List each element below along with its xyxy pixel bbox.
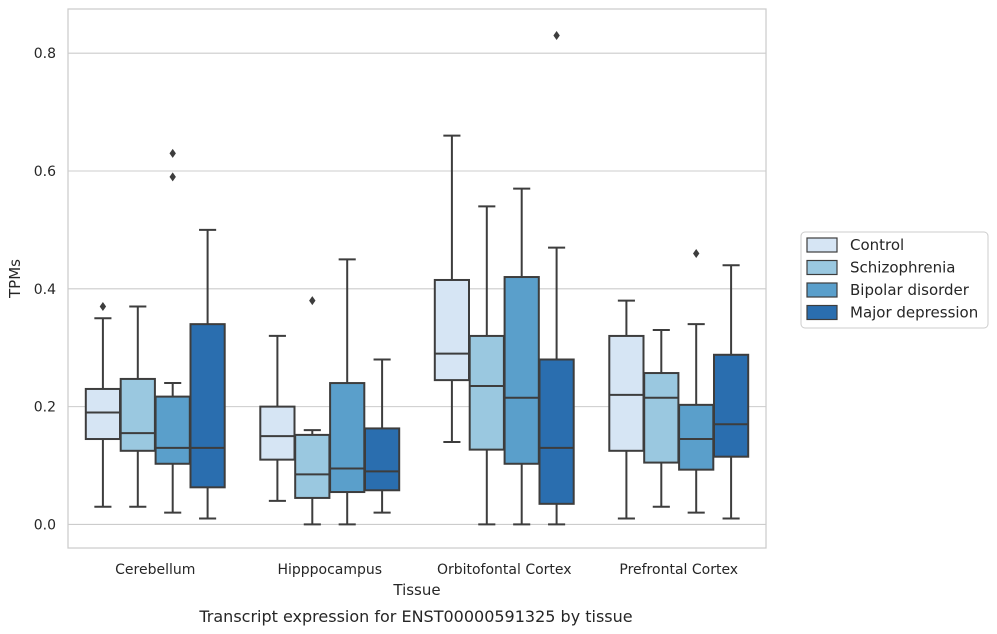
iqr-box	[189, 323, 226, 489]
legend-label: Bipolar disorder	[850, 281, 970, 299]
iqr-box	[329, 382, 366, 494]
iqr-box	[433, 278, 471, 382]
legend-swatch	[806, 237, 838, 253]
legend-swatch	[806, 304, 838, 321]
y-tick-label: 0.8	[34, 46, 56, 62]
x-tick-label: Prefrontal Cortex	[619, 562, 738, 578]
box-2-3	[538, 31, 575, 526]
legend-label: Control	[850, 236, 904, 254]
box-0-3	[189, 228, 226, 520]
box-2-2	[503, 187, 540, 526]
box-1-2	[329, 258, 366, 526]
iqr-box	[538, 358, 575, 505]
y-tick-label: 0.2	[34, 400, 56, 416]
box-2-0	[433, 134, 471, 443]
legend: Control Schizophrenia Bipolar disorder Majo…	[800, 231, 989, 329]
legend-swatch	[806, 282, 838, 298]
box-3-0	[608, 299, 645, 520]
chart-caption: Transcript expression for ENST0000059132…	[198, 607, 632, 626]
legend-frame	[800, 231, 989, 329]
iqr-box	[678, 403, 715, 471]
plot-frame	[67, 8, 767, 549]
outlier-point	[169, 148, 176, 158]
outlier-point	[553, 31, 560, 41]
legend-label: Major depression	[850, 304, 978, 322]
box-2-1	[468, 205, 505, 526]
legend-swatch	[806, 259, 838, 276]
y-tick-label: 0.0	[34, 517, 56, 533]
y-axis-title: TPMs	[6, 259, 24, 299]
iqr-box	[643, 372, 680, 464]
iqr-box	[363, 427, 401, 492]
iqr-box	[503, 276, 540, 465]
outlier-point	[309, 296, 316, 306]
x-tick-labels: Cerebellum Hipppocampus Orbitofontal Corte…	[115, 562, 738, 578]
box-series	[84, 31, 750, 526]
x-tick-label: Cerebellum	[115, 562, 195, 578]
y-tick-label: 0.6	[34, 164, 56, 180]
iqr-box	[608, 334, 645, 452]
x-tick-label: Hipppocampus	[277, 562, 382, 578]
iqr-box	[259, 405, 296, 461]
y-tick-label: 0.4	[34, 282, 56, 298]
box-3-2	[678, 248, 715, 514]
outlier-point	[99, 301, 107, 311]
y-tick-labels: 0.0 0.2 0.4 0.6 0.8	[34, 46, 56, 533]
x-tick-label: Orbitofontal Cortex	[437, 562, 572, 578]
box-0-1	[119, 305, 156, 508]
iqr-box	[154, 395, 191, 465]
x-axis-title: Tissue	[392, 581, 440, 599]
box-0-0	[84, 301, 122, 508]
iqr-box	[119, 377, 156, 452]
box-1-0	[259, 334, 296, 502]
box-0-2	[154, 148, 191, 514]
box-3-3	[712, 264, 750, 520]
iqr-box	[712, 353, 750, 458]
legend-label: Schizophrenia	[850, 259, 955, 277]
iqr-box	[294, 433, 331, 499]
outlier-point	[693, 248, 700, 258]
iqr-box	[468, 334, 505, 451]
outlier-point	[169, 172, 176, 182]
box-1-3	[363, 358, 401, 514]
iqr-box	[84, 387, 122, 441]
